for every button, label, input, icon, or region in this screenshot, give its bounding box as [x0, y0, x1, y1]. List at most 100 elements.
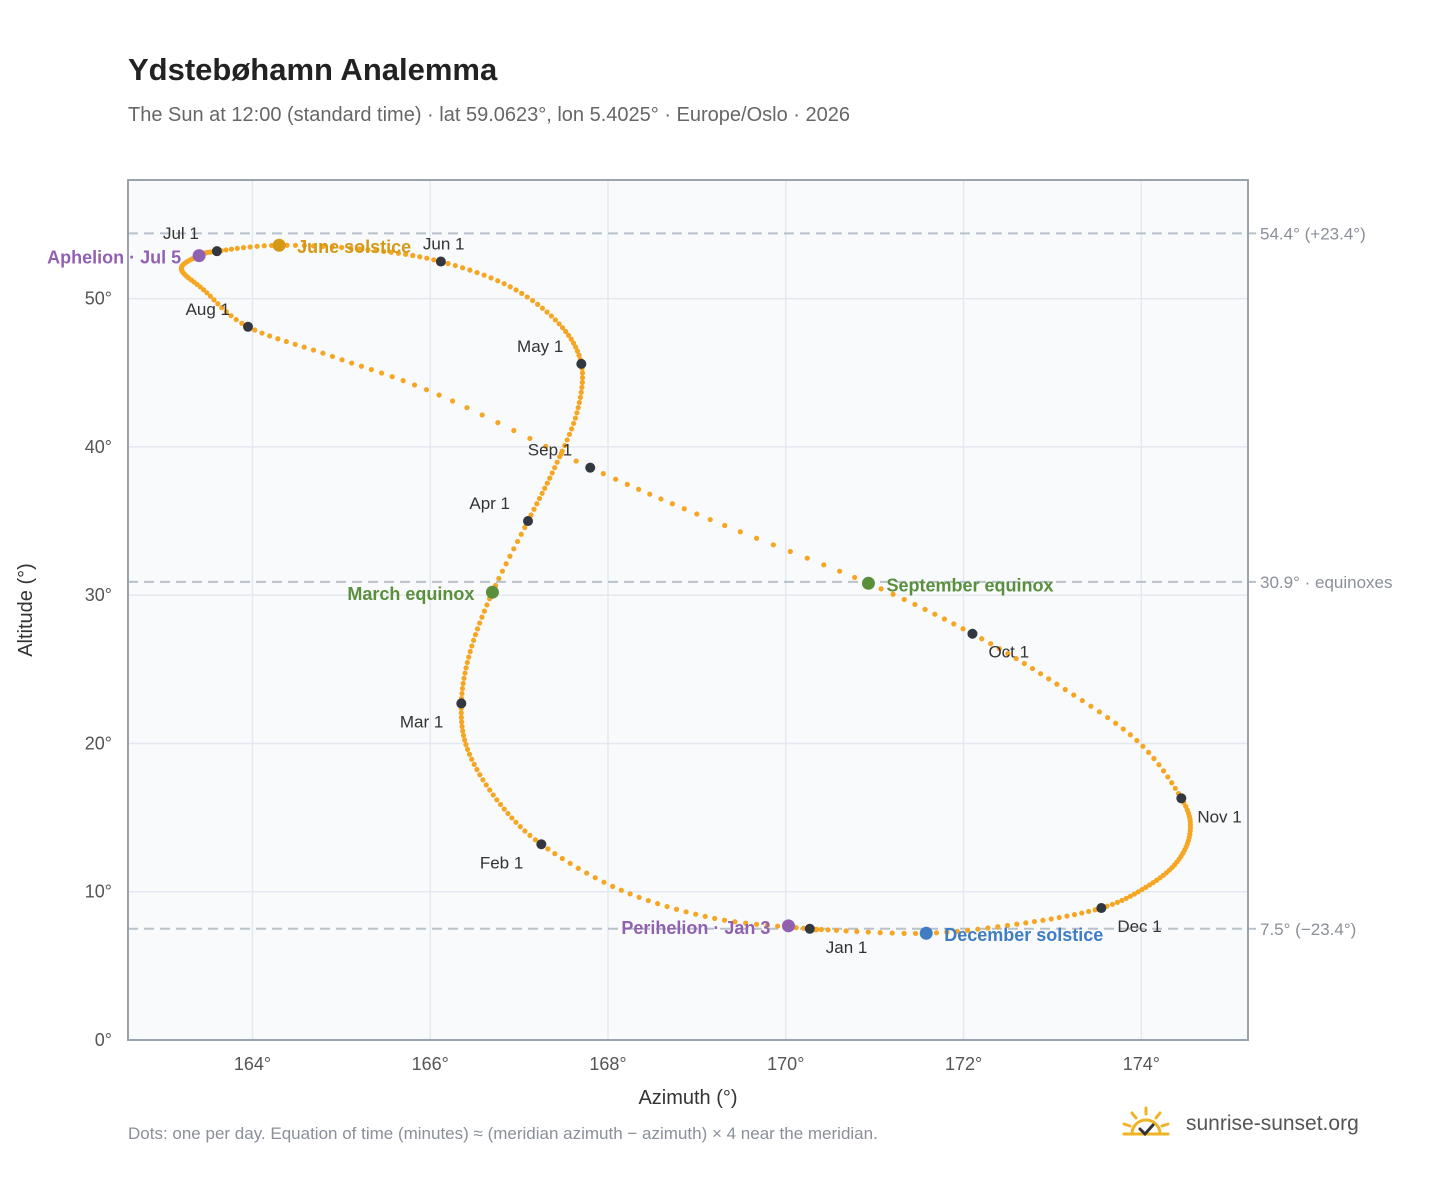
daily-dot: [511, 546, 517, 552]
daily-dot: [1146, 882, 1153, 888]
daily-dot: [529, 297, 536, 304]
daily-dot: [531, 506, 537, 512]
daily-dot: [565, 332, 572, 338]
daily-dot: [554, 459, 560, 465]
daily-dot: [544, 309, 550, 315]
daily-dot: [339, 244, 345, 251]
event-markers: June solstice Aphelion · Jul 5 March equin…: [47, 237, 1103, 945]
daily-dot: [474, 766, 480, 773]
daily-dot: [459, 723, 465, 730]
daily-dot: [1172, 785, 1178, 791]
daily-dot: [636, 486, 642, 492]
daily-dot: [567, 860, 573, 867]
daily-dot: [292, 242, 299, 248]
daily-dot: [865, 929, 871, 935]
daily-dot: [395, 250, 402, 256]
daily-dot: [577, 394, 583, 400]
daily-dot: [358, 363, 365, 369]
daily-dot: [1134, 737, 1140, 744]
daily-dot: [673, 906, 680, 912]
daily-dot: [912, 601, 918, 608]
daily-dot: [239, 320, 245, 326]
daily-dot: [410, 252, 416, 259]
daily-dot: [669, 501, 675, 507]
x-tick-label: 170°: [767, 1054, 804, 1074]
x-tick-label: 168°: [589, 1054, 626, 1074]
daily-dot: [207, 293, 213, 299]
daily-dot: [204, 290, 210, 296]
y-tick-label: 0°: [95, 1030, 112, 1050]
daily-dot: [1023, 920, 1029, 926]
event-marker: [781, 919, 795, 933]
daily-dot: [579, 384, 585, 391]
daily-dot: [528, 512, 534, 518]
brand[interactable]: sunrise-sunset.org: [1120, 1104, 1359, 1144]
month-label: Apr 1: [469, 494, 510, 513]
daily-dot: [721, 917, 728, 923]
daily-dot: [564, 437, 570, 443]
month-marker: [576, 358, 587, 369]
daily-dot: [223, 309, 229, 315]
daily-dot: [559, 325, 566, 331]
daily-dot: [890, 591, 896, 597]
daily-dot: [600, 471, 606, 477]
daily-dot: [854, 928, 860, 935]
daily-dot: [459, 265, 466, 271]
daily-dot: [1062, 686, 1068, 693]
daily-dot: [507, 284, 513, 290]
daily-dot: [753, 921, 760, 927]
month-marker: [435, 256, 446, 267]
daily-dot: [753, 535, 760, 541]
brand-name: sunrise-sunset.org: [1186, 1112, 1359, 1135]
daily-dot: [215, 301, 221, 307]
daily-dot: [954, 928, 960, 934]
daily-dot: [284, 242, 290, 248]
daily-dot: [483, 782, 489, 788]
daily-dot: [275, 336, 281, 342]
y-tick-label: 20°: [85, 733, 112, 753]
daily-dot: [329, 353, 336, 360]
daily-dot: [458, 714, 464, 721]
daily-dot: [211, 297, 217, 303]
daily-dot: [572, 415, 579, 421]
daily-dot: [494, 797, 500, 803]
daily-dot: [1079, 697, 1085, 704]
daily-dot: [901, 596, 907, 603]
daily-dot: [592, 875, 598, 881]
daily-dot: [228, 313, 234, 319]
daily-dot: [477, 620, 483, 626]
daily-dot: [985, 925, 991, 931]
daily-dot: [497, 801, 504, 808]
x-tick-label: 166°: [412, 1054, 449, 1074]
x-tick-label: 164°: [234, 1054, 271, 1074]
x-tick-label: 172°: [945, 1054, 982, 1074]
daily-dot: [552, 317, 558, 323]
daily-dot: [932, 611, 938, 617]
daily-dot: [459, 690, 465, 697]
daily-dot: [481, 608, 487, 614]
daily-dot: [339, 357, 345, 363]
event-marker: [861, 576, 875, 590]
daily-dot: [462, 670, 468, 676]
daily-dot: [539, 490, 545, 496]
daily-dot: [837, 568, 843, 574]
month-label: Jun 1: [423, 235, 465, 254]
daily-dot: [254, 243, 260, 249]
daily-dot: [495, 278, 501, 284]
daily-dot: [1046, 676, 1052, 682]
daily-dot: [1120, 726, 1126, 732]
daily-dot: [1127, 732, 1133, 738]
daily-dot: [503, 561, 509, 567]
chart-subtitle: The Sun at 12:00 (standard time) · lat 5…: [128, 104, 850, 126]
daily-dot: [310, 347, 317, 353]
footnote: Dots: one per day. Equation of time (min…: [128, 1124, 878, 1143]
daily-dot: [1135, 889, 1141, 895]
y-tick-label: 50°: [85, 289, 112, 309]
daily-dot: [571, 420, 577, 427]
daily-dot: [1021, 660, 1027, 667]
daily-dot: [996, 646, 1002, 652]
daily-dot: [365, 247, 371, 253]
plot-frame: [127, 179, 1249, 1041]
daily-dot: [579, 379, 585, 386]
month-marker: [804, 923, 815, 934]
